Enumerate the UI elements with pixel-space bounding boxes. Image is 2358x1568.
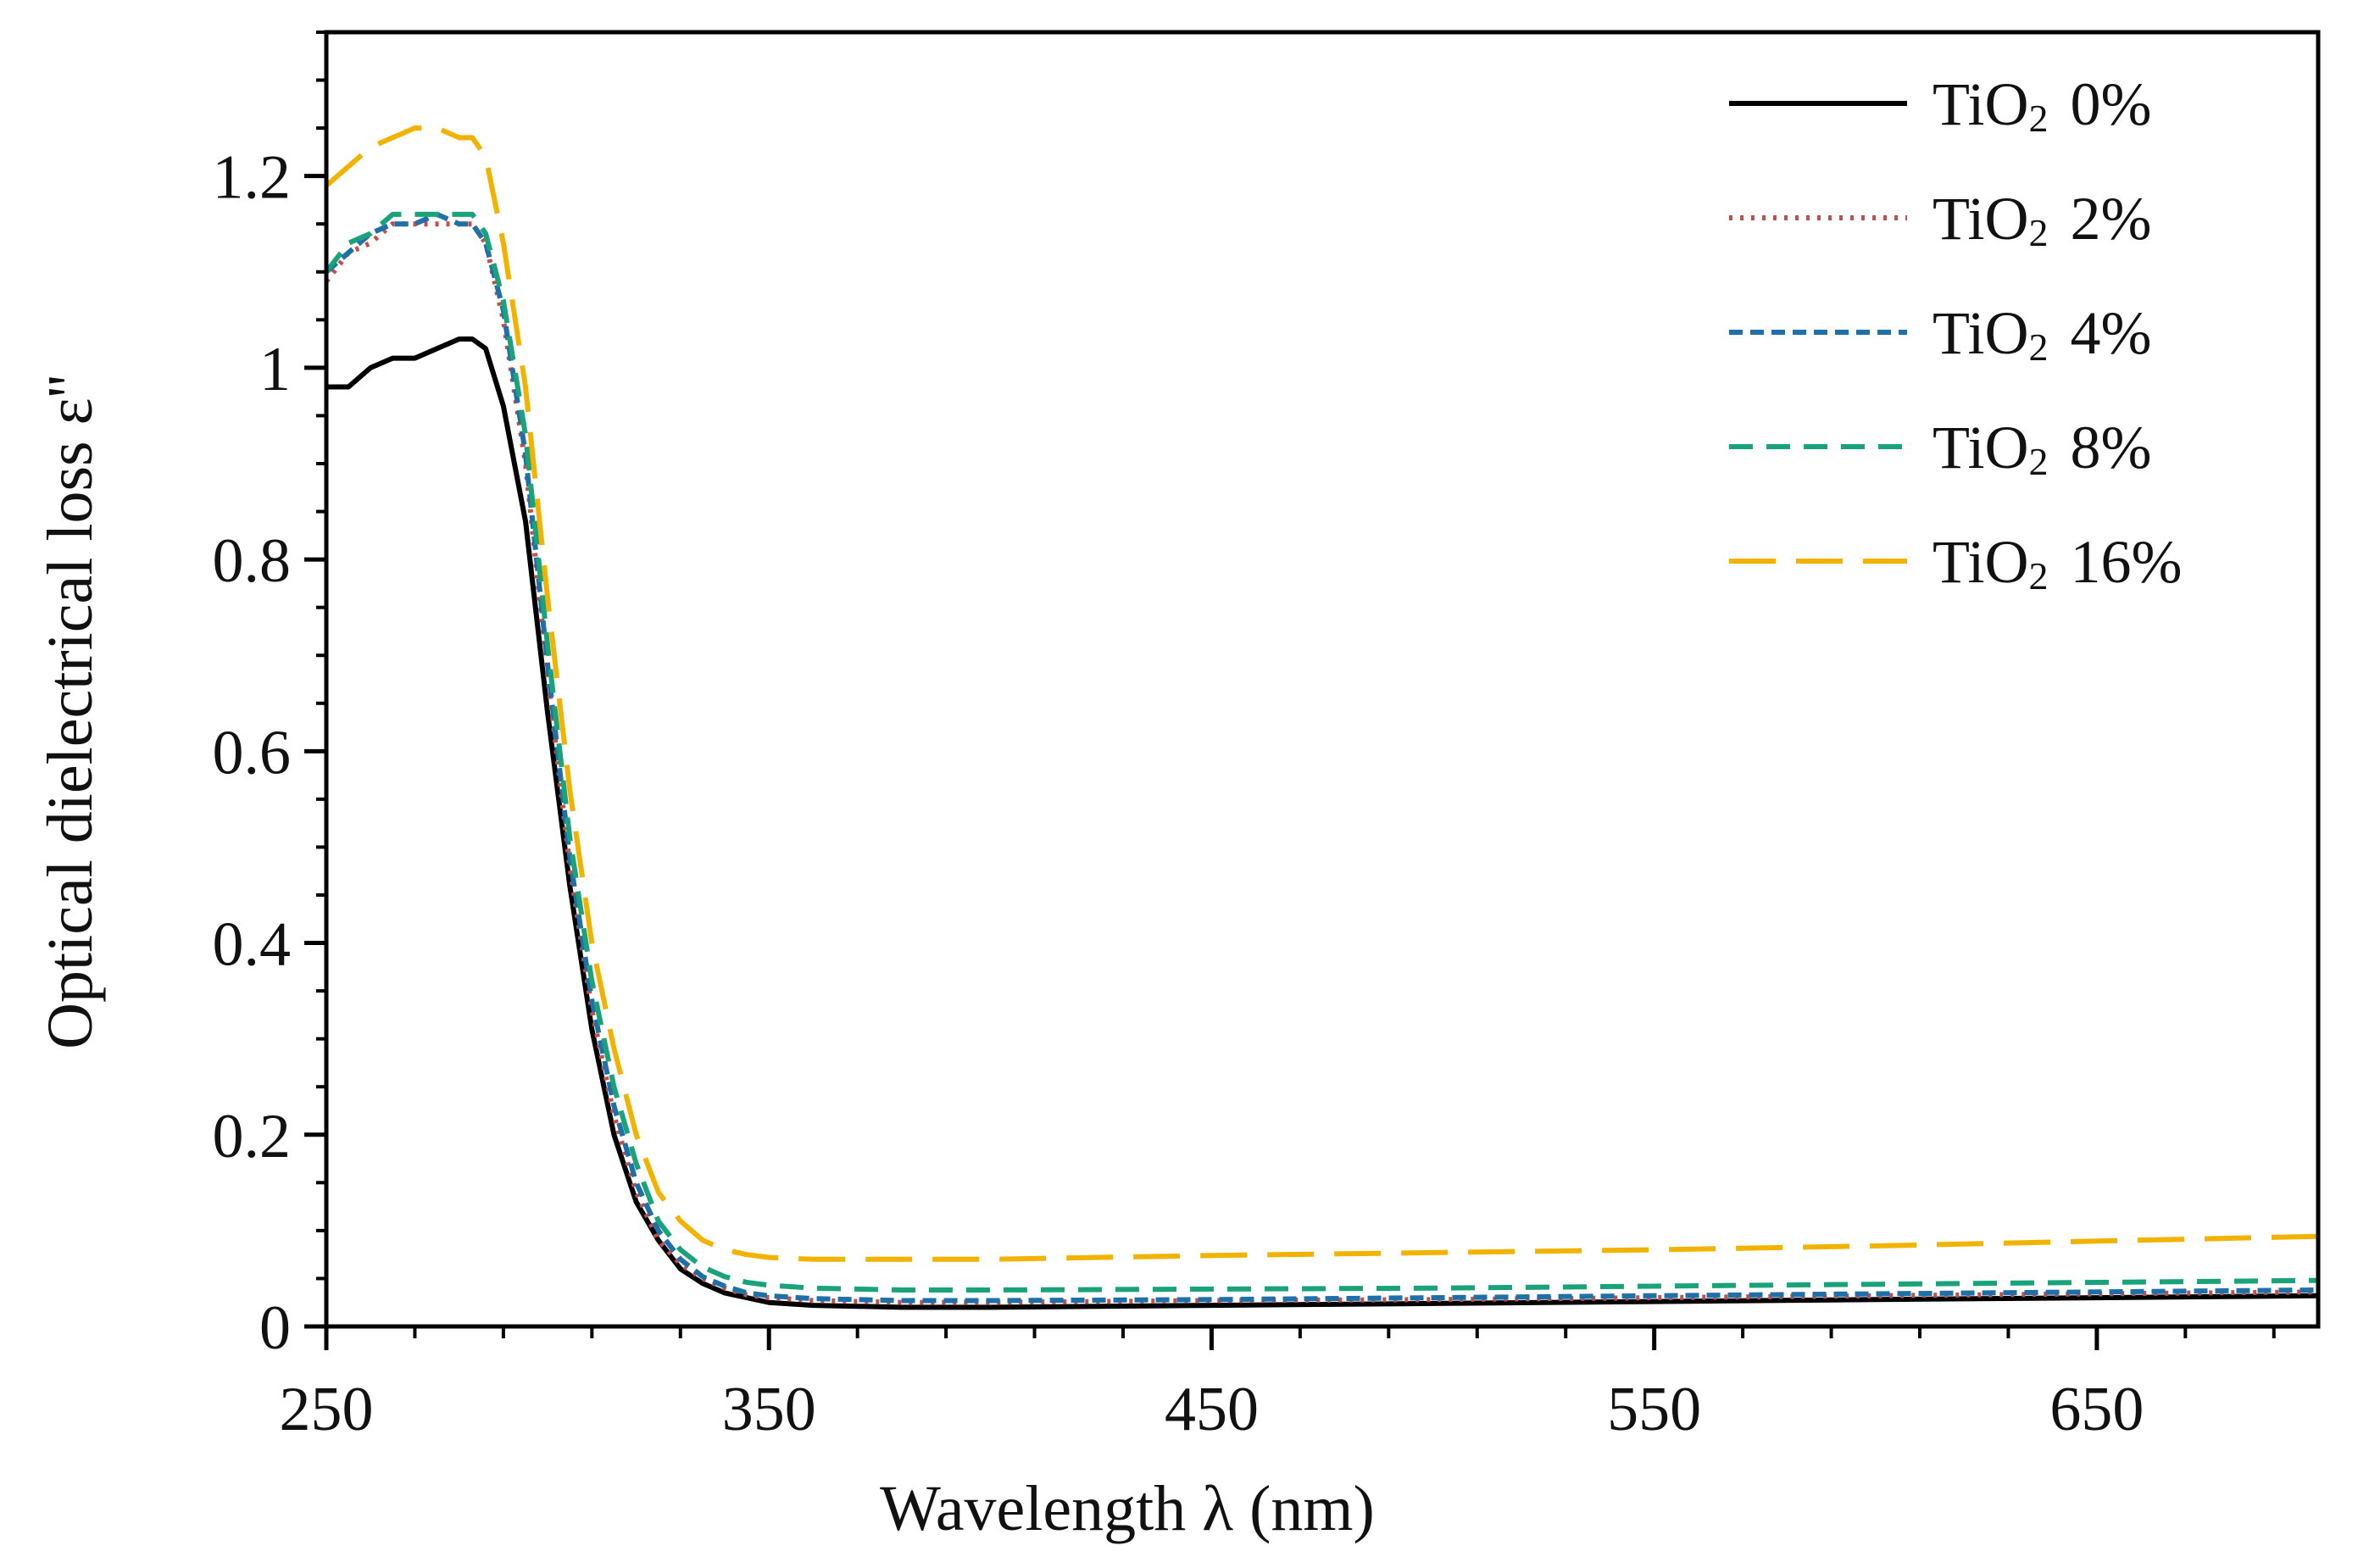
series-line-4 [325, 125, 2319, 1262]
series-line-1 [324, 221, 2319, 1305]
legend-entry-1: TiO2 2% [1933, 185, 2151, 254]
legend-entry-3: TiO2 8% [1933, 414, 2151, 483]
legend-subscript: 2 [2028, 211, 2048, 254]
legend-percent: 16% [2070, 528, 2182, 596]
y-tick-label: 0.6 [213, 718, 292, 787]
legend-subscript: 2 [2028, 325, 2048, 369]
x-axis-title: Wavelength λ (nm) [880, 1473, 1375, 1544]
legend-percent: 8% [2070, 414, 2151, 481]
legend-percent: 4% [2070, 299, 2151, 367]
x-tick-label: 550 [1607, 1375, 1701, 1444]
x-tick-label: 450 [1165, 1375, 1259, 1444]
y-tick-label: 0.2 [213, 1102, 292, 1171]
legend-formula: TiO [1933, 528, 2028, 596]
legend-entry-4: TiO2 16% [1933, 528, 2182, 598]
series-line-3 [324, 211, 2319, 1293]
legend-percent: 0% [2070, 70, 2151, 138]
legend-entry-0: TiO2 0% [1933, 70, 2151, 140]
x-tick-label: 650 [2049, 1375, 2144, 1444]
x-tick-label: 250 [280, 1375, 374, 1444]
legend-formula: TiO [1933, 185, 2028, 253]
series-line-0 [326, 336, 2319, 1310]
legend-subscript: 2 [2028, 554, 2048, 598]
legend: TiO2 0%TiO2 2%TiO2 4%TiO2 8%TiO2 16% [1729, 70, 2182, 598]
y-tick-label: 0.4 [213, 910, 292, 980]
legend-entry-2: TiO2 4% [1933, 299, 2151, 369]
legend-formula: TiO [1933, 414, 2028, 481]
y-tick-label: 0.8 [213, 526, 292, 596]
x-tick-label: 350 [722, 1375, 816, 1444]
plot-lines [324, 125, 2319, 1310]
y-axis-title: Optical dielectrical loss ε'' [35, 375, 106, 1049]
y-tick-label: 1.2 [213, 143, 292, 213]
legend-percent: 2% [2070, 185, 2151, 253]
series-line-2 [325, 211, 2319, 1304]
legend-formula: TiO [1933, 299, 2028, 367]
y-tick-label: 0 [259, 1293, 291, 1363]
plot-frame [324, 30, 2321, 1329]
y-tick-label: 1 [259, 335, 291, 404]
legend-subscript: 2 [2028, 97, 2048, 140]
legend-subscript: 2 [2028, 440, 2048, 483]
legend-formula: TiO [1933, 70, 2028, 138]
axes: 0 0.2 0.4 0.6 0.8 1 1.2 250 350 450 550 650 [213, 30, 2321, 1444]
